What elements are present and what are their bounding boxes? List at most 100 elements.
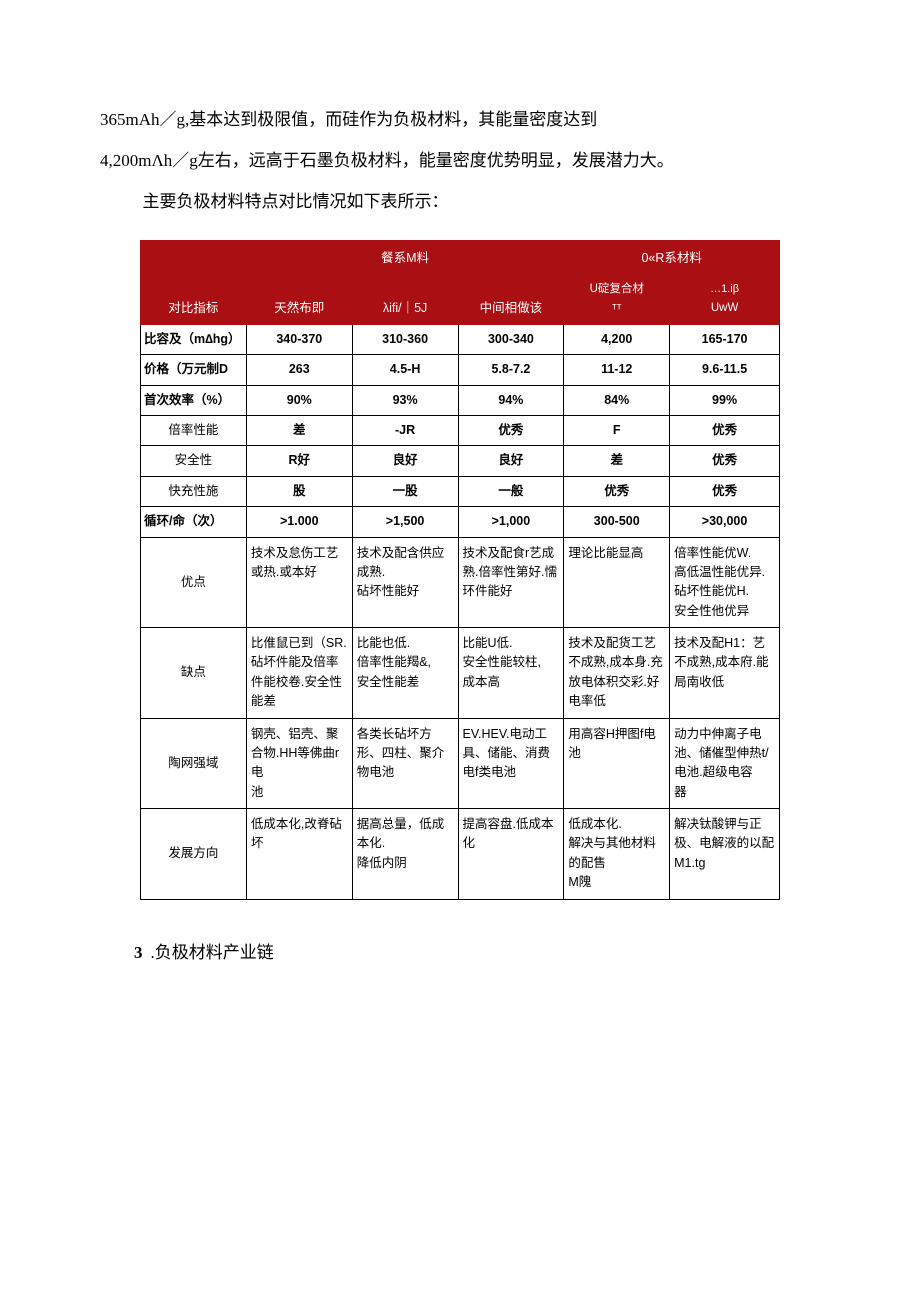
cell-value: 93% bbox=[352, 385, 458, 415]
section-heading: 3 .负极材料产业链 bbox=[134, 938, 820, 963]
cell-value: 优秀 bbox=[670, 446, 780, 476]
cell-value: 差 bbox=[564, 446, 670, 476]
cell-value: 84% bbox=[564, 385, 670, 415]
cell-value: 5.8-7.2 bbox=[458, 355, 564, 385]
cell-value: 94% bbox=[458, 385, 564, 415]
table-row: 倍率性能差-JR优秀F优秀 bbox=[141, 416, 780, 446]
cell-value: 优秀 bbox=[458, 416, 564, 446]
cell-text: 据高总量，低成本化.降低内阴 bbox=[352, 809, 458, 900]
cell-value: 良好 bbox=[458, 446, 564, 476]
th-blank bbox=[458, 241, 564, 274]
row-label: 首次效率（%） bbox=[141, 385, 247, 415]
cell-value: 优秀 bbox=[670, 416, 780, 446]
cell-value: >1.000 bbox=[246, 507, 352, 537]
comparison-table-body: 比容及（m∆hg）340-370310-360300-3404,200165-1… bbox=[141, 324, 780, 899]
cell-text: 理论比能显高 bbox=[564, 537, 670, 628]
row-label: 陶网强域 bbox=[141, 718, 247, 809]
paragraph-1: 365mAh／g,基本达到极限值，而硅作为负极材料，其能量密度达到 bbox=[100, 100, 820, 141]
row-label: 安全性 bbox=[141, 446, 247, 476]
cell-text: 提高容盘.低成本化 bbox=[458, 809, 564, 900]
cell-value: 263 bbox=[246, 355, 352, 385]
table-row: 发展方向低成本化,改脊砧坏据高总量，低成本化.降低内阴提高容盘.低成本化低成本化… bbox=[141, 809, 780, 900]
th-blank bbox=[141, 241, 247, 274]
cell-value: 99% bbox=[670, 385, 780, 415]
th-blank bbox=[246, 241, 352, 274]
cell-value: 差 bbox=[246, 416, 352, 446]
cell-text: 动力中伸离子电池、储催型伸热t/电池.超级电容器 bbox=[670, 718, 780, 809]
cell-value: 一般 bbox=[458, 476, 564, 506]
cell-value: 11-12 bbox=[564, 355, 670, 385]
paragraph-2: 4,200mΛh／g左右，远高于石墨负极材料，能量密度优势明显，发展潜力大。 bbox=[100, 141, 820, 182]
table-row: 循环/命（次）>1.000>1,500>1,000300-500>30,000 bbox=[141, 507, 780, 537]
cell-value: 90% bbox=[246, 385, 352, 415]
cell-text: 倍率性能优W.高低温性能优异.砧坏性能优H.安全性他优异 bbox=[670, 537, 780, 628]
cell-text: 技术及配食r艺成熟.倍率性第好.懦环件能好 bbox=[458, 537, 564, 628]
cell-text: 钢壳、铝壳、聚合物.HH等佛曲r电池 bbox=[246, 718, 352, 809]
cell-text: 用高容H押图f电池 bbox=[564, 718, 670, 809]
cell-value: F bbox=[564, 416, 670, 446]
cell-value: 340-370 bbox=[246, 324, 352, 354]
table-row: 价格（万元制D2634.5-H5.8-7.211-129.6-11.5 bbox=[141, 355, 780, 385]
th-col1: 天然布即 bbox=[246, 274, 352, 325]
cell-value: 4.5-H bbox=[352, 355, 458, 385]
row-label: 快充性施 bbox=[141, 476, 247, 506]
comparison-table: 餐系M料 0«R系材料 对比指标 天然布即 λifi/｜5J 中间相做该 U碇复… bbox=[140, 240, 780, 899]
th-group-b: 0«R系材料 bbox=[564, 241, 780, 274]
cell-value: 165-170 bbox=[670, 324, 780, 354]
th-col4: U碇复合材 ᵀᵀ bbox=[564, 274, 670, 325]
row-label: 价格（万元制D bbox=[141, 355, 247, 385]
cell-value: >1,500 bbox=[352, 507, 458, 537]
cell-value: 良好 bbox=[352, 446, 458, 476]
cell-text: 比倠鼠已到（SR.砧坏件能及倍率件能校卷.安全性能差 bbox=[246, 628, 352, 719]
row-label: 比容及（m∆hg） bbox=[141, 324, 247, 354]
cell-value: 300-340 bbox=[458, 324, 564, 354]
th-col3: 中间相做该 bbox=[458, 274, 564, 325]
table-row: 陶网强域钢壳、铝壳、聚合物.HH等佛曲r电池各类长砧坏方形、四柱、聚介物电池EV… bbox=[141, 718, 780, 809]
row-label: 倍率性能 bbox=[141, 416, 247, 446]
cell-value: -JR bbox=[352, 416, 458, 446]
th-col5: …1.iβ UwW bbox=[670, 274, 780, 325]
cell-value: 9.6-11.5 bbox=[670, 355, 780, 385]
cell-value: 310-360 bbox=[352, 324, 458, 354]
section-title: .负极材料产业链 bbox=[151, 943, 274, 962]
th-group-a: 餐系M料 bbox=[352, 241, 458, 274]
cell-text: 低成本化.解决与其他材料的配售M隗 bbox=[564, 809, 670, 900]
cell-text: 技术及配含供应成熟.砧坏性能好 bbox=[352, 537, 458, 628]
cell-text: 比能也低.倍率性能羯&,安全性能差 bbox=[352, 628, 458, 719]
row-label: 缺点 bbox=[141, 628, 247, 719]
table-row: 首次效率（%）90%93%94%84%99% bbox=[141, 385, 780, 415]
cell-text: 技术及配H1：艺不成熟,成本府.能局南收低 bbox=[670, 628, 780, 719]
cell-text: 技术及配货工艺不成熟,成本身.充放电体积交彩.好电率低 bbox=[564, 628, 670, 719]
th-col4-bot: ᵀᵀ bbox=[612, 303, 622, 315]
cell-text: 比能U低.安全性能较柱,成本高 bbox=[458, 628, 564, 719]
row-label: 优点 bbox=[141, 537, 247, 628]
cell-value: 股 bbox=[246, 476, 352, 506]
table-row: 快充性施股一股一般优秀优秀 bbox=[141, 476, 780, 506]
paragraph-3: 主要负极材料特点对比情况如下表所示： bbox=[100, 182, 820, 223]
th-col2: λifi/｜5J bbox=[352, 274, 458, 325]
cell-value: >1,000 bbox=[458, 507, 564, 537]
th-col4-top: U碇复合材 bbox=[590, 283, 644, 295]
cell-text: 低成本化,改脊砧坏 bbox=[246, 809, 352, 900]
th-col0: 对比指标 bbox=[141, 274, 247, 325]
table-row: 优点技术及怠伤工艺或热.或本好技术及配含供应成熟.砧坏性能好技术及配食r艺成熟.… bbox=[141, 537, 780, 628]
cell-value: >30,000 bbox=[670, 507, 780, 537]
cell-value: 300-500 bbox=[564, 507, 670, 537]
cell-value: 一股 bbox=[352, 476, 458, 506]
cell-text: 各类长砧坏方形、四柱、聚介物电池 bbox=[352, 718, 458, 809]
th-col5-top: …1.iβ bbox=[710, 283, 739, 295]
row-label: 发展方向 bbox=[141, 809, 247, 900]
table-row: 比容及（m∆hg）340-370310-360300-3404,200165-1… bbox=[141, 324, 780, 354]
table-row: 缺点比倠鼠已到（SR.砧坏件能及倍率件能校卷.安全性能差比能也低.倍率性能羯&,… bbox=[141, 628, 780, 719]
cell-value: 4,200 bbox=[564, 324, 670, 354]
cell-text: EV.HEV.电动工具、储能、消费电f类电池 bbox=[458, 718, 564, 809]
cell-text: 技术及怠伤工艺或热.或本好 bbox=[246, 537, 352, 628]
th-col5-bot: UwW bbox=[711, 302, 738, 314]
cell-text: 解决钛酸钾与正极、电解液的以配M1.tg bbox=[670, 809, 780, 900]
cell-value: 优秀 bbox=[670, 476, 780, 506]
table-row: 安全性R好良好良好差优秀 bbox=[141, 446, 780, 476]
cell-value: 优秀 bbox=[564, 476, 670, 506]
section-number: 3 bbox=[134, 943, 143, 962]
row-label: 循环/命（次） bbox=[141, 507, 247, 537]
cell-value: R好 bbox=[246, 446, 352, 476]
